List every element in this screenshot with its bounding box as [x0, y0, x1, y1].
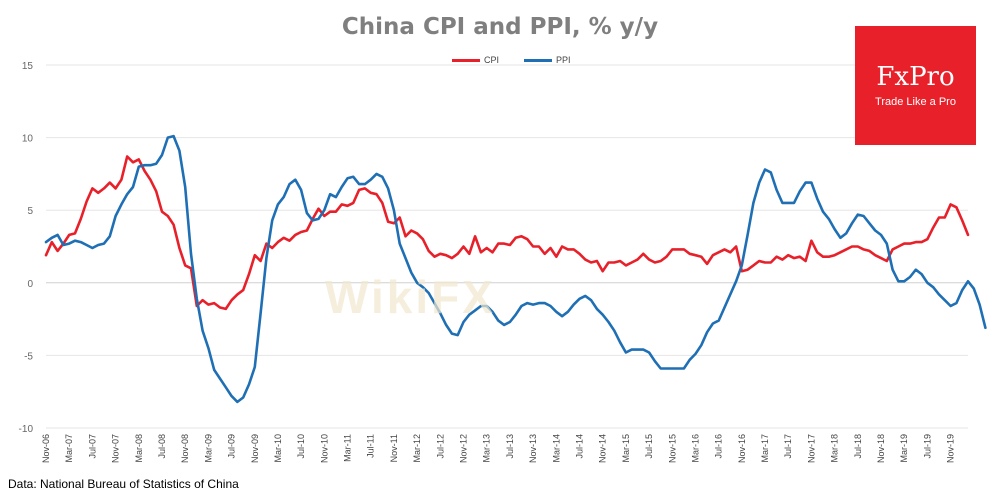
x-tick-label: Jul-17 [783, 434, 793, 459]
x-tick-label: Nov-13 [528, 434, 538, 463]
y-tick-label: 15 [22, 61, 34, 72]
x-tick-label: Mar-11 [343, 434, 353, 462]
y-tick-label: 0 [27, 279, 33, 290]
x-tick-label: Nov-08 [180, 434, 190, 463]
x-tick-label: Nov-15 [667, 434, 677, 463]
y-tick-label: -5 [24, 351, 33, 362]
x-tick-label: Mar-19 [899, 434, 909, 463]
legend-label-cpi: CPI [484, 55, 500, 65]
x-tick-label: Nov-18 [876, 434, 886, 463]
x-tick-label: Nov-10 [319, 434, 329, 463]
x-tick-label: Jul-10 [296, 434, 306, 459]
x-tick-label: Nov-16 [737, 434, 747, 463]
x-tick-label: Nov-17 [806, 434, 816, 463]
x-tick-label: Jul-18 [853, 434, 863, 459]
legend-swatch-ppi [524, 59, 552, 63]
x-tick-label: Mar-16 [690, 434, 700, 463]
y-tick-label: 10 [22, 134, 34, 145]
legend-item-ppi: PPI [524, 55, 571, 65]
series-line-cpi [44, 155, 970, 311]
x-tick-label: Mar-07 [64, 434, 74, 463]
series-line-ppi [44, 134, 987, 404]
x-tick-label: Jul-14 [574, 434, 584, 459]
x-tick-label: Mar-13 [482, 434, 492, 463]
x-tick-label: Jul-07 [87, 434, 97, 459]
fxpro-logo: FxPro Trade Like a Pro [855, 26, 976, 145]
legend-label-ppi: PPI [556, 55, 571, 65]
y-tick-label: 5 [27, 206, 33, 217]
watermark: WikiFX [325, 271, 496, 323]
x-tick-label: Nov-06 [41, 434, 51, 463]
chart-title: China CPI and PPI, % y/y [341, 14, 659, 40]
x-tick-label: Nov-19 [946, 434, 956, 463]
legend-item-cpi: CPI [452, 55, 499, 65]
x-tick-label: Mar-12 [412, 434, 422, 463]
x-tick-label: Mar-18 [830, 434, 840, 463]
x-tick-label: Jul-16 [714, 434, 724, 459]
logo-tagline: Trade Like a Pro [875, 96, 956, 108]
x-tick-label: Nov-09 [250, 434, 260, 463]
x-tick-label: Jul-08 [157, 434, 167, 459]
x-tick-label: Nov-07 [111, 434, 121, 463]
x-tick-label: Mar-09 [203, 434, 213, 463]
x-tick-label: Mar-08 [134, 434, 144, 463]
source-note: Data: National Bureau of Statistics of C… [8, 477, 239, 491]
x-tick-label: Jul-12 [435, 434, 445, 459]
x-tick-label: Jul-09 [227, 434, 237, 459]
x-tick-label: Nov-14 [598, 434, 608, 463]
x-tick-label: Jul-13 [505, 434, 515, 459]
x-tick-label: Jul-11 [366, 434, 376, 458]
x-tick-label: Jul-19 [922, 434, 932, 459]
x-tick-label: Mar-14 [551, 434, 561, 463]
x-tick-label: Nov-11 [389, 434, 399, 462]
legend-swatch-cpi [452, 59, 480, 63]
logo-brand: FxPro [876, 62, 955, 92]
y-tick-label: -10 [19, 424, 34, 435]
x-tick-label: Jul-15 [644, 434, 654, 459]
x-tick-label: Nov-12 [459, 434, 469, 463]
x-tick-label: Mar-17 [760, 434, 770, 463]
x-tick-label: Mar-10 [273, 434, 283, 463]
x-tick-label: Mar-15 [621, 434, 631, 463]
